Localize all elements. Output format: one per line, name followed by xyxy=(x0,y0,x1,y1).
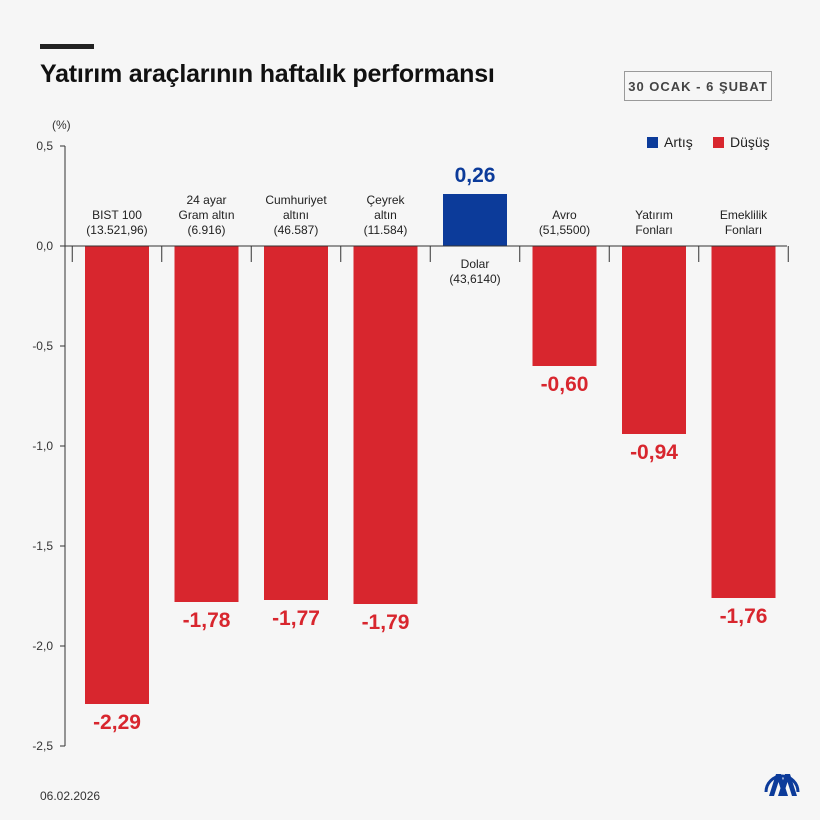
bar xyxy=(622,246,686,434)
bar-chart: (%) 0,5 0,0 -0,5 -1,0 -1,5 -2,0 -2,5 -2,29 BIST 1… xyxy=(32,118,789,753)
bar-value-label: -1,77 xyxy=(272,607,320,630)
header-rule xyxy=(40,44,94,49)
legend-swatch-increase xyxy=(647,137,658,148)
category-label: altını xyxy=(283,208,309,222)
category-label: Fonları xyxy=(725,223,762,237)
aa-logo-icon xyxy=(764,774,800,796)
y-tick-label: -0,5 xyxy=(32,339,53,353)
category-label: (6.916) xyxy=(187,223,225,237)
y-tick-label: -2,0 xyxy=(32,639,53,653)
y-tick-label: -1,5 xyxy=(32,539,53,553)
category-label: (43,6140) xyxy=(449,272,500,286)
y-tick-label: 0,0 xyxy=(36,239,53,253)
category-label: (13.521,96) xyxy=(86,223,147,237)
category-label: Yatırım xyxy=(635,208,673,222)
chart-title: Yatırım araçlarının haftalık performansı xyxy=(40,60,495,88)
bar xyxy=(532,246,597,366)
bar xyxy=(174,246,239,602)
bar-value-label: 0,26 xyxy=(455,164,496,187)
footer-date: 06.02.2026 xyxy=(40,789,101,803)
date-range-badge: 30 OCAK - 6 ŞUBAT xyxy=(624,71,772,101)
category-label: (11.584) xyxy=(364,223,408,237)
bar xyxy=(85,246,149,704)
bar xyxy=(353,246,418,604)
category-label: Avro xyxy=(552,208,577,222)
category-label: BIST 100 xyxy=(92,208,142,222)
y-tick-label: -2,5 xyxy=(32,739,53,753)
category-label: Çeyrek xyxy=(366,193,405,207)
category-label: 24 ayar xyxy=(186,193,226,207)
y-unit-label: (%) xyxy=(52,118,71,132)
bar-value-label: -0,60 xyxy=(541,373,589,396)
legend-swatch-decrease xyxy=(713,137,724,148)
category-label: Dolar xyxy=(461,257,490,271)
category-label: Fonları xyxy=(635,223,672,237)
bar-value-label: -0,94 xyxy=(630,441,678,464)
y-tick-label: 0,5 xyxy=(36,139,53,153)
legend-label-decrease: Düşüş xyxy=(730,134,770,150)
category-label: (46.587) xyxy=(274,223,319,237)
legend-label-increase: Artış xyxy=(664,134,693,150)
category-label: Cumhuriyet xyxy=(265,193,327,207)
bar-value-label: -1,79 xyxy=(362,611,410,634)
category-label: (51,5500) xyxy=(539,223,590,237)
category-label: Emeklilik xyxy=(720,208,768,222)
category-label: Gram altın xyxy=(178,208,234,222)
category-label: altın xyxy=(374,208,397,222)
bar xyxy=(711,246,776,598)
bar-value-label: -2,29 xyxy=(93,711,141,734)
bar-value-label: -1,76 xyxy=(720,605,768,628)
bar-value-label: -1,78 xyxy=(183,609,231,632)
bar xyxy=(443,194,507,246)
bar xyxy=(264,246,328,600)
y-tick-label: -1,0 xyxy=(32,439,53,453)
